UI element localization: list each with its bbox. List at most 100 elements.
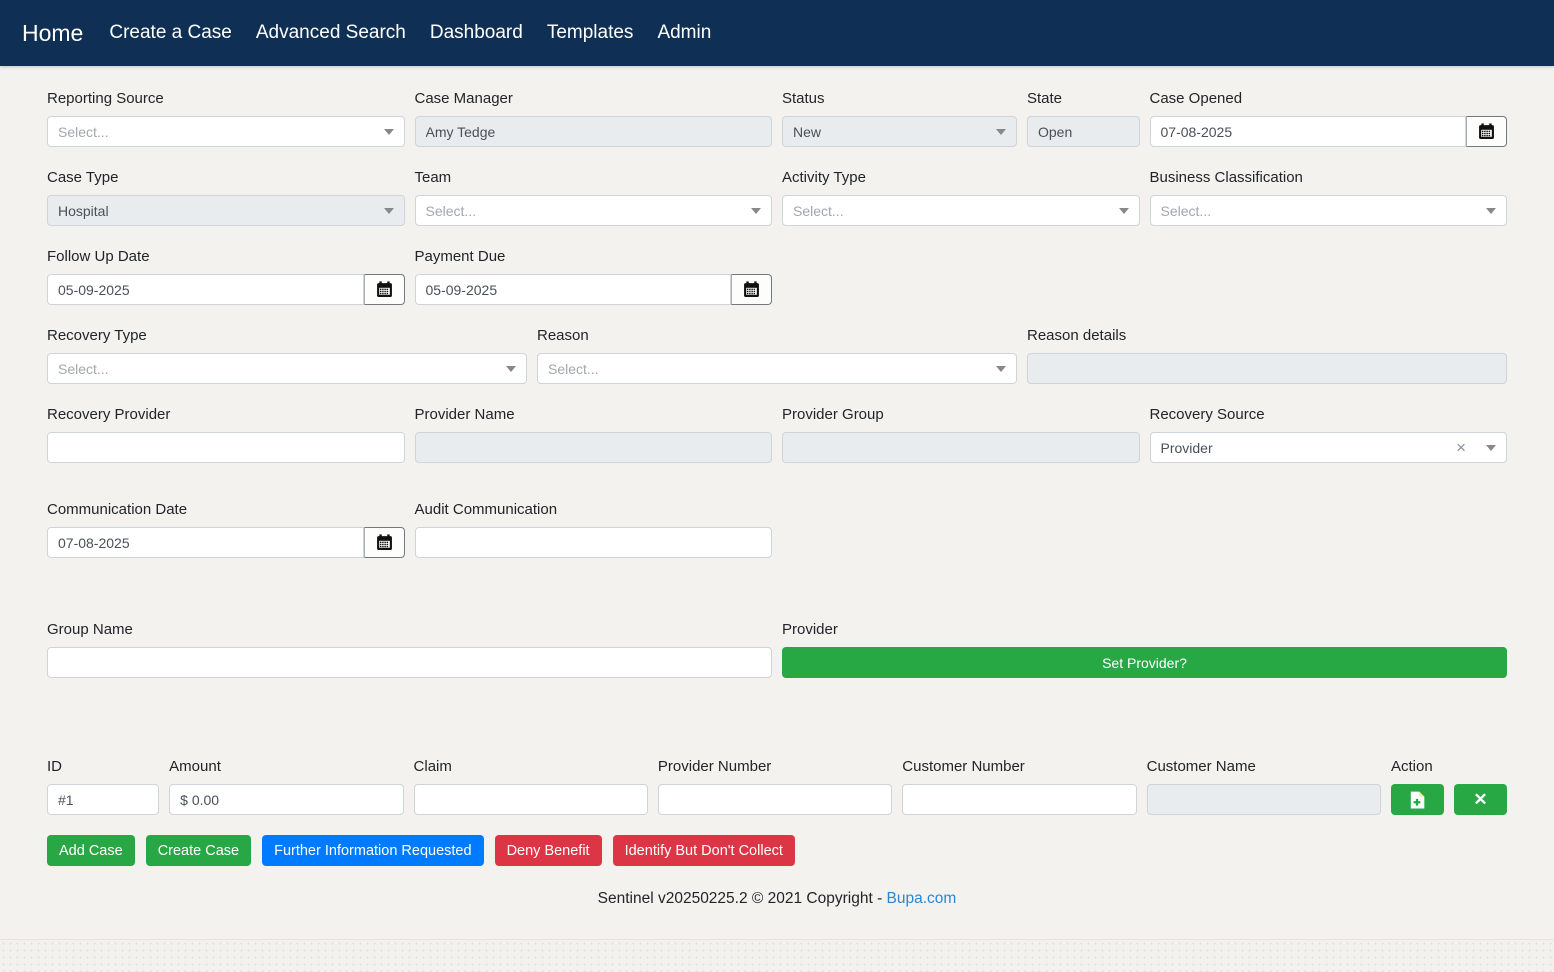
recovery-provider-input[interactable] [58, 439, 394, 456]
add-claim-line-button[interactable] [1390, 784, 1444, 815]
claim-id-label: ID [47, 758, 62, 775]
communication-date-label: Communication Date [47, 501, 188, 518]
activity-type-value: Select... [793, 202, 844, 219]
chevron-down-icon [996, 128, 1006, 135]
claim-id-input[interactable] [58, 791, 149, 808]
communication-date-input[interactable] [58, 534, 353, 551]
provider-number-input[interactable] [668, 791, 882, 808]
team-select[interactable]: Select... [414, 195, 772, 226]
recovery-type-label: Recovery Type [47, 327, 147, 344]
add-case-button[interactable]: Add Case [47, 835, 135, 866]
claim-label: Claim [413, 758, 452, 775]
chevron-down-icon [1118, 207, 1129, 214]
chevron-down-icon [1486, 207, 1496, 214]
payment-due-label: Payment Due [414, 248, 506, 265]
nav-home[interactable]: Home [22, 19, 84, 46]
provider-name-input [425, 439, 761, 456]
page-bottom-strip [0, 939, 1554, 972]
provider-label: Provider [782, 621, 838, 638]
calendar-icon [744, 281, 759, 297]
communication-date-calendar-button[interactable] [363, 527, 405, 558]
case-manager-input [425, 123, 761, 140]
customer-number-field[interactable] [902, 784, 1137, 815]
follow-up-date-input[interactable] [58, 281, 353, 298]
audit-communication-input[interactable] [425, 534, 761, 551]
case-opened-calendar-button[interactable] [1466, 116, 1507, 147]
case-type-value: Hospital [58, 202, 109, 219]
group-name-field[interactable] [47, 647, 772, 678]
amount-field[interactable] [169, 784, 404, 815]
recovery-provider-field[interactable] [47, 432, 405, 463]
claim-line-row: ID Amount Claim Provider Number Customer… [47, 756, 1507, 815]
claim-field[interactable] [413, 784, 648, 815]
customer-number-input[interactable] [913, 791, 1126, 808]
calendar-icon [1479, 123, 1494, 139]
follow-up-date-label: Follow Up Date [47, 248, 150, 265]
status-select[interactable]: New [782, 116, 1017, 147]
recovery-source-label: Recovery Source [1149, 406, 1265, 423]
set-provider-button[interactable]: Set Provider? [782, 647, 1507, 678]
team-label: Team [414, 169, 452, 186]
reason-select[interactable]: Select... [537, 353, 1017, 384]
further-information-requested-button[interactable]: Further Information Requested [262, 835, 484, 866]
follow-up-date-field[interactable] [47, 274, 364, 305]
customer-number-label: Customer Number [902, 758, 1025, 775]
claim-input[interactable] [424, 791, 637, 808]
audit-communication-field[interactable] [414, 527, 772, 558]
case-type-select[interactable]: Hospital [47, 195, 405, 226]
reporting-source-label: Reporting Source [47, 90, 164, 107]
reason-label: Reason [537, 327, 589, 344]
create-case-button[interactable]: Create Case [145, 835, 252, 866]
nav-create-a-case[interactable]: Create a Case [109, 22, 232, 43]
chevron-down-icon [383, 207, 394, 214]
chevron-down-icon [751, 207, 761, 214]
business-classification-select[interactable]: Select... [1149, 195, 1507, 226]
team-value: Select... [425, 202, 477, 219]
nav-admin[interactable]: Admin [657, 22, 712, 43]
chevron-down-icon [1486, 444, 1496, 451]
case-opened-field[interactable] [1149, 116, 1466, 147]
follow-up-date-calendar-button[interactable] [363, 274, 405, 305]
audit-communication-label: Audit Communication [414, 501, 558, 518]
nav-templates[interactable]: Templates [546, 22, 634, 43]
recovery-source-select[interactable]: Provider × [1149, 432, 1507, 463]
status-value: New [793, 123, 822, 140]
customer-name-field [1146, 784, 1381, 815]
payment-due-input[interactable] [425, 281, 720, 298]
amount-input[interactable] [180, 791, 393, 808]
group-name-input[interactable] [58, 654, 761, 671]
case-manager-field [414, 116, 772, 147]
reporting-source-select[interactable]: Select... [47, 116, 405, 147]
chevron-down-icon [383, 128, 394, 135]
claim-id-field[interactable] [47, 784, 160, 815]
provider-group-field [782, 432, 1140, 463]
remove-claim-line-button[interactable]: ✕ [1453, 784, 1507, 815]
provider-number-field[interactable] [657, 784, 893, 815]
nav-dashboard[interactable]: Dashboard [429, 22, 523, 43]
activity-type-label: Activity Type [782, 169, 866, 186]
payment-due-calendar-button[interactable] [731, 274, 772, 305]
nav-advanced-search[interactable]: Advanced Search [255, 22, 406, 43]
activity-type-select[interactable]: Select... [782, 195, 1140, 226]
provider-group-label: Provider Group [782, 406, 884, 423]
case-opened-input[interactable] [1160, 123, 1455, 140]
payment-due-field[interactable] [414, 274, 731, 305]
customer-name-label: Customer Name [1146, 758, 1256, 775]
reason-details-input [1038, 360, 1496, 377]
communication-date-field[interactable] [47, 527, 364, 558]
reason-details-label: Reason details [1027, 327, 1127, 344]
state-field [1027, 116, 1140, 147]
bupa-link[interactable]: Bupa.com [886, 890, 957, 907]
provider-number-label: Provider Number [657, 758, 772, 775]
provider-group-input [793, 439, 1129, 456]
deny-benefit-button[interactable]: Deny Benefit [494, 835, 602, 866]
state-label: State [1027, 90, 1063, 107]
clear-icon[interactable]: × [1456, 438, 1466, 457]
recovery-type-select[interactable]: Select... [47, 353, 527, 384]
reason-details-field [1027, 353, 1507, 384]
recovery-provider-label: Recovery Provider [47, 406, 171, 423]
identify-but-dont-collect-button[interactable]: Identify But Don't Collect [612, 835, 795, 866]
state-input [1038, 123, 1129, 140]
top-navbar: Home Create a Case Advanced Search Dashb… [0, 0, 1554, 66]
x-icon: ✕ [1473, 790, 1488, 809]
